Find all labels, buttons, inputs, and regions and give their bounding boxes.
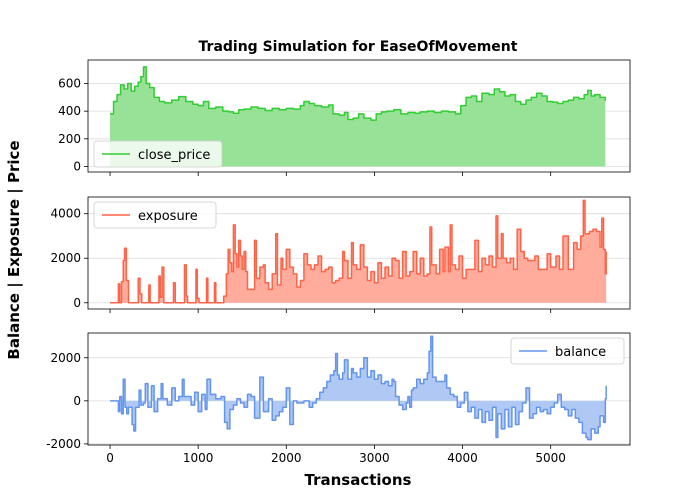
x-tick-label: 0 <box>106 451 114 465</box>
x-tick-label: 1000 <box>183 451 214 465</box>
balance-line <box>110 335 607 441</box>
y-tick-label: 0 <box>73 159 81 173</box>
y-tick-label: 0 <box>73 394 81 408</box>
exposure-line <box>110 199 607 304</box>
x-tick-label: 3000 <box>359 451 390 465</box>
close_price-area <box>110 66 606 167</box>
y-tick-label: -2000 <box>46 437 81 451</box>
exposure-legend: exposure <box>93 201 217 229</box>
x-tick-label: 4000 <box>447 451 478 465</box>
y-tick-label: 4000 <box>50 207 81 221</box>
chart-title: Trading Simulation for EaseOfMovement <box>199 39 518 55</box>
legend-label: exposure <box>138 209 198 224</box>
legend-label: balance <box>555 345 606 360</box>
y-tick-label: 200 <box>58 132 81 146</box>
y-tick-label: 2000 <box>50 351 81 365</box>
panel-close_price: 0 200 400 600 close_price <box>58 59 631 176</box>
chart-panels: 0 200 400 600 close_price 0 2000 4000 exposure -2… <box>46 59 631 465</box>
y-axis-title: Balance | Exposure | Price <box>5 140 24 359</box>
legend-box <box>93 140 223 168</box>
x-tick-label: 2000 <box>271 451 302 465</box>
panel-frame <box>87 332 631 446</box>
legend-box <box>510 337 625 365</box>
y-tick-label: 400 <box>58 104 81 118</box>
legend-box <box>93 201 217 229</box>
y-tick-label: 2000 <box>50 251 81 265</box>
panel-frame <box>87 59 631 173</box>
panel-balance: -2000 0 2000 0 1000 2000 3000 4000 5000 balance <box>46 332 631 465</box>
close_price-line <box>110 66 607 121</box>
x-axis-title: Transactions <box>305 471 412 489</box>
x-tick-label: 5000 <box>535 451 566 465</box>
panel-exposure: 0 2000 4000 exposure <box>50 196 631 313</box>
legend-label: close_price <box>138 148 210 163</box>
y-tick-label: 600 <box>58 77 81 91</box>
y-tick-label: 0 <box>73 296 81 310</box>
balance-legend: balance <box>510 337 625 365</box>
panel-frame <box>87 196 631 310</box>
close_price-legend: close_price <box>93 140 223 168</box>
